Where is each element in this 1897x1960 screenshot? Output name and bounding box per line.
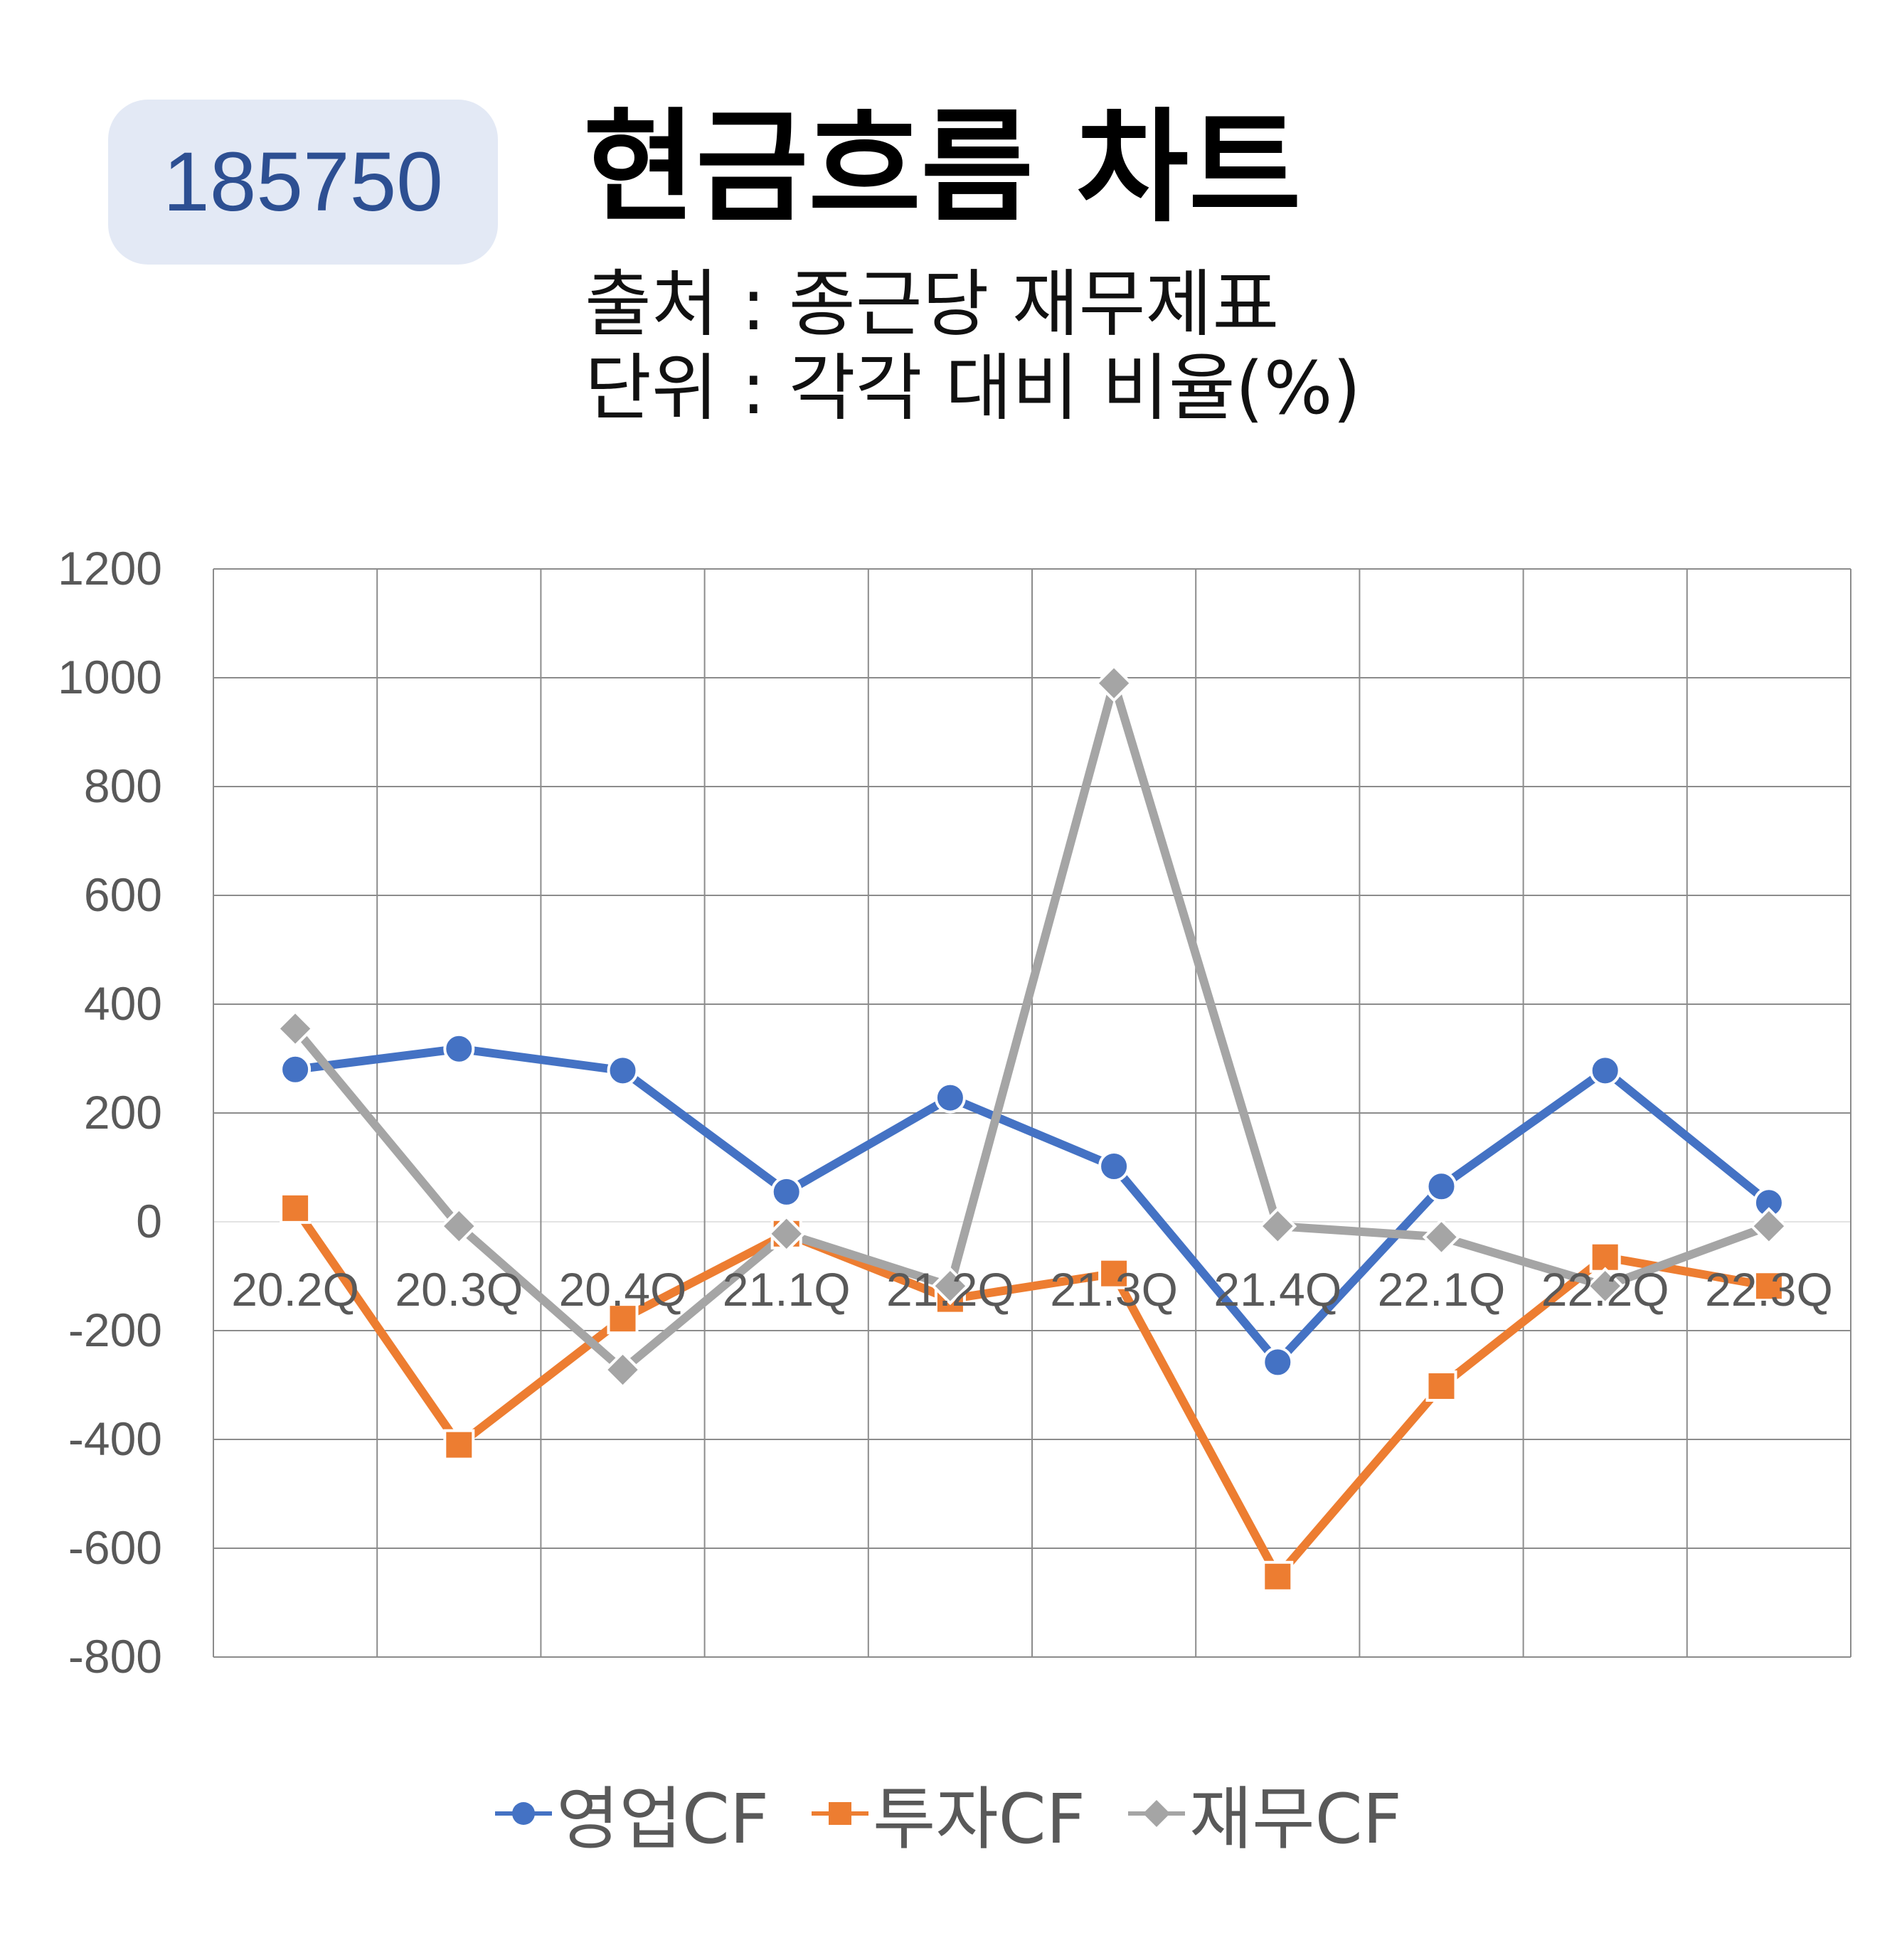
data-point-2-0 xyxy=(276,1009,314,1048)
legend-label-1: 투자CF xyxy=(873,1779,1085,1859)
y-tick-label: 800 xyxy=(84,760,162,812)
legend-marker-2 xyxy=(1127,1799,1185,1827)
data-point-2-1 xyxy=(440,1207,479,1245)
y-tick-label: 600 xyxy=(84,868,162,921)
data-point-0-4 xyxy=(934,1082,966,1114)
x-tick-label: 21.1Q xyxy=(723,1263,851,1316)
series-line-2 xyxy=(291,678,1773,1375)
data-point-1-2 xyxy=(607,1303,639,1335)
x-tick-label: 20.4Q xyxy=(559,1263,687,1316)
data-point-0-1 xyxy=(443,1033,475,1065)
data-point-1-5 xyxy=(1098,1257,1130,1289)
x-tick-label: 22.1Q xyxy=(1378,1263,1506,1316)
x-tick-label: 20.3Q xyxy=(395,1263,523,1316)
data-point-2-3 xyxy=(767,1215,806,1253)
data-point-2-8 xyxy=(1585,1267,1625,1306)
data-point-2-4 xyxy=(931,1267,969,1306)
data-point-0-7 xyxy=(1425,1171,1457,1203)
stock-code: 185750 xyxy=(163,135,443,229)
legend-item-2: 재무CF xyxy=(1127,1764,1402,1863)
data-point-0-6 xyxy=(1262,1346,1294,1378)
data-point-1-7 xyxy=(1425,1370,1457,1402)
data-point-0-0 xyxy=(280,1053,312,1085)
y-tick-label: 200 xyxy=(84,1086,162,1139)
legend-item-0: 영업CF xyxy=(495,1764,769,1863)
x-tick-label: 21.4Q xyxy=(1213,1263,1341,1316)
legend-item-1: 투자CF xyxy=(812,1764,1085,1863)
data-point-0-8 xyxy=(1589,1055,1621,1087)
x-tick-label: 21.3Q xyxy=(1050,1263,1178,1316)
data-point-1-6 xyxy=(1262,1560,1294,1592)
data-point-2-9 xyxy=(1750,1207,1788,1245)
x-tick-label: 22.3Q xyxy=(1705,1263,1833,1316)
legend-marker-1 xyxy=(812,1801,869,1825)
chart-legend: 영업CF 투자CF 재무CF xyxy=(0,1764,1897,1863)
data-point-2-2 xyxy=(603,1351,642,1389)
series-line-1 xyxy=(291,1203,1773,1581)
stock-code-badge: 185750 xyxy=(108,100,498,265)
y-tick-label: 1000 xyxy=(58,651,162,703)
y-tick-label: 1200 xyxy=(58,542,162,595)
y-tick-label: -400 xyxy=(68,1412,162,1465)
source-note: 출처 : 종근당 재무제표 xyxy=(585,262,1280,347)
data-point-0-2 xyxy=(607,1055,639,1087)
legend-marker-0 xyxy=(495,1801,553,1825)
legend-label-2: 재무CF xyxy=(1189,1779,1402,1859)
x-tick-label: 21.2Q xyxy=(886,1263,1014,1316)
y-tick-label: -800 xyxy=(68,1630,162,1683)
data-point-0-3 xyxy=(770,1176,802,1208)
y-tick-label: -600 xyxy=(68,1521,162,1574)
unit-note: 단위 : 각각 대비 비율(%) xyxy=(585,346,1361,431)
y-tick-label: 400 xyxy=(84,977,162,1030)
data-point-2-6 xyxy=(1258,1207,1297,1245)
data-point-1-9 xyxy=(1753,1270,1785,1302)
series-line-0 xyxy=(291,1044,1773,1367)
data-point-2-5 xyxy=(1095,664,1133,703)
x-tick-label: 20.2Q xyxy=(231,1263,359,1316)
y-tick-label: -200 xyxy=(68,1304,162,1356)
chart-title: 현금흐름 차트 xyxy=(583,96,1302,239)
y-tick-label: 0 xyxy=(136,1195,162,1247)
data-point-0-5 xyxy=(1098,1150,1130,1182)
legend-label-0: 영업CF xyxy=(556,1779,770,1859)
data-point-2-7 xyxy=(1422,1218,1461,1257)
x-tick-label: 22.2Q xyxy=(1541,1263,1669,1316)
data-point-1-0 xyxy=(280,1192,312,1224)
data-point-1-1 xyxy=(443,1429,475,1461)
